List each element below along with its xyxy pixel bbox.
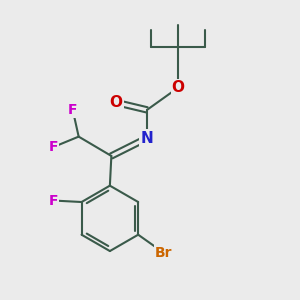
Text: F: F bbox=[49, 140, 58, 154]
Text: Br: Br bbox=[154, 245, 172, 260]
Text: F: F bbox=[49, 194, 58, 208]
Text: O: O bbox=[172, 80, 185, 95]
Text: F: F bbox=[68, 103, 77, 117]
Text: N: N bbox=[141, 130, 153, 146]
Text: O: O bbox=[109, 95, 122, 110]
